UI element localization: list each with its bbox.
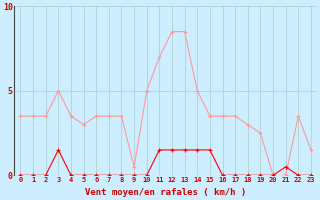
X-axis label: Vent moyen/en rafales ( km/h ): Vent moyen/en rafales ( km/h ) <box>85 188 246 197</box>
